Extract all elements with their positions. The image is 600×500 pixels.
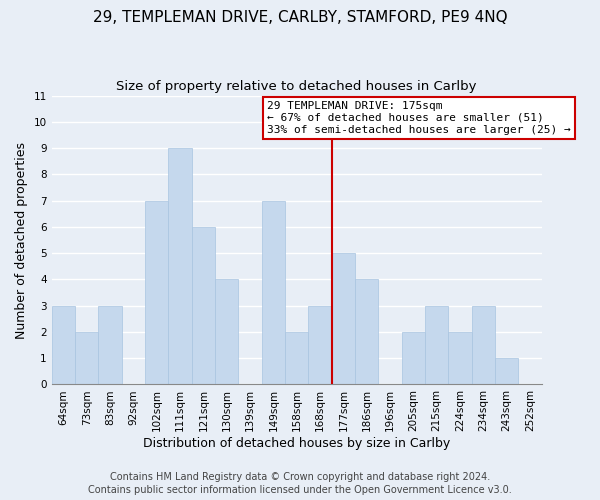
Bar [448,332,472,384]
Title: Size of property relative to detached houses in Carlby: Size of property relative to detached ho… [116,80,477,93]
Bar [285,332,308,384]
Bar [425,306,448,384]
Bar [472,306,495,384]
Bar [495,358,518,384]
Bar [262,200,285,384]
X-axis label: Distribution of detached houses by size in Carlby: Distribution of detached houses by size … [143,437,450,450]
Bar [169,148,191,384]
Bar [52,306,75,384]
Bar [355,280,379,384]
Text: Contains HM Land Registry data © Crown copyright and database right 2024.
Contai: Contains HM Land Registry data © Crown c… [88,472,512,495]
Bar [401,332,425,384]
Text: 29 TEMPLEMAN DRIVE: 175sqm
← 67% of detached houses are smaller (51)
33% of semi: 29 TEMPLEMAN DRIVE: 175sqm ← 67% of deta… [267,102,571,134]
Bar [145,200,169,384]
Bar [191,227,215,384]
Bar [98,306,122,384]
Bar [75,332,98,384]
Bar [215,280,238,384]
Text: 29, TEMPLEMAN DRIVE, CARLBY, STAMFORD, PE9 4NQ: 29, TEMPLEMAN DRIVE, CARLBY, STAMFORD, P… [92,10,508,25]
Bar [332,253,355,384]
Y-axis label: Number of detached properties: Number of detached properties [15,142,28,338]
Bar [308,306,332,384]
